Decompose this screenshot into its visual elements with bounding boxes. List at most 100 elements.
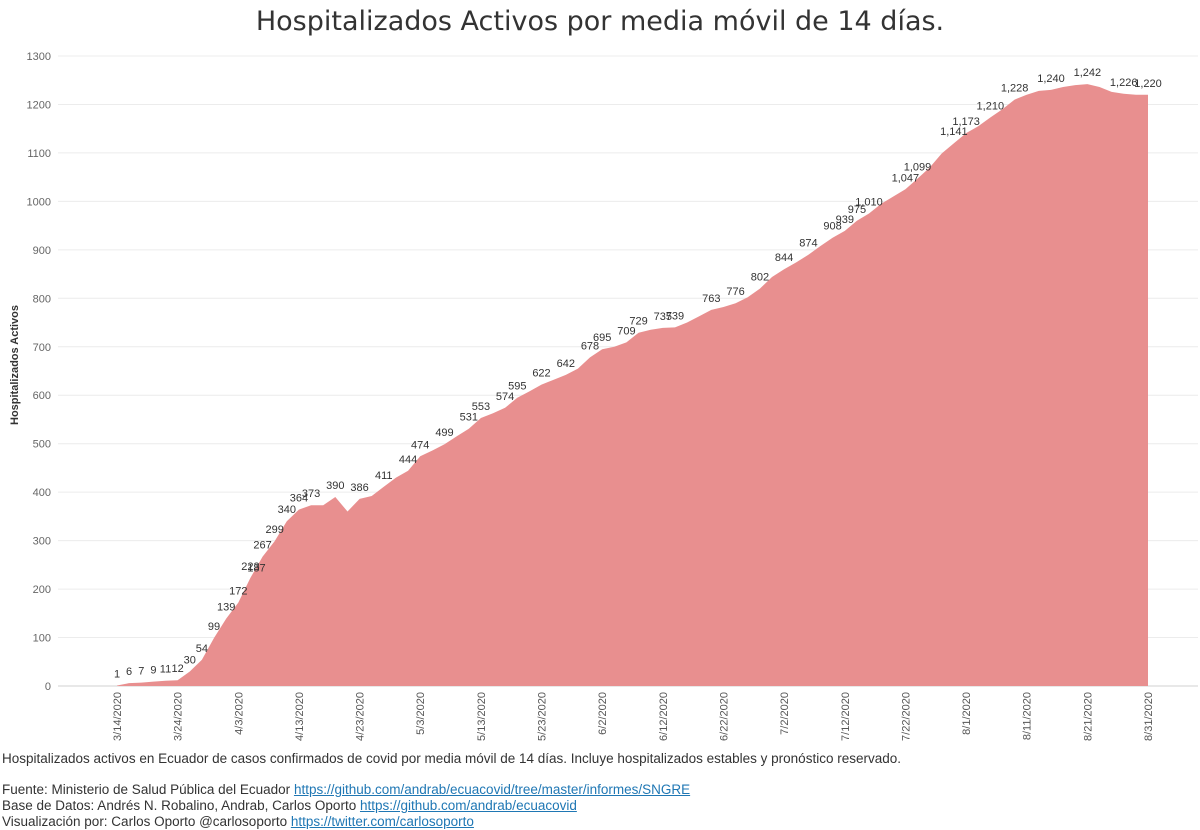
database-line: Base de Datos: Andrés N. Robalino, Andra… [2,798,577,813]
data-label: 411 [375,470,393,482]
data-label: 30 [184,655,196,667]
x-tick-label: 4/13/2020 [294,692,306,741]
y-tick-label: 500 [33,439,51,451]
data-label: 364 [290,493,308,505]
x-tick-label: 5/13/2020 [476,692,488,741]
data-label: 622 [532,368,550,380]
y-tick-label: 600 [33,390,51,402]
x-tick-label: 8/31/2020 [1143,692,1155,741]
y-tick-label: 300 [33,536,51,548]
data-label: 172 [229,586,247,598]
data-label: 595 [508,381,526,393]
data-label: 1,141 [940,126,968,138]
data-label: 9 [150,665,156,677]
x-tick-label: 5/23/2020 [537,692,549,741]
data-label: 6 [126,666,132,678]
y-tick-label: 0 [45,681,51,693]
x-tick-label: 6/22/2020 [719,692,731,741]
x-tick-label: 4/3/2020 [233,692,245,735]
data-label: 139 [217,602,235,614]
data-label: 739 [666,310,684,322]
data-label: 939 [836,214,854,226]
data-label: 1,173 [952,116,980,128]
data-label: 444 [399,454,417,466]
y-tick-label: 700 [33,342,51,354]
data-label: 729 [629,316,647,328]
data-label: 54 [196,643,208,655]
data-label: 390 [326,480,344,492]
data-label: 499 [435,427,453,439]
data-label: 642 [557,358,575,370]
data-label: 267 [253,540,271,552]
data-label: 908 [823,221,841,233]
data-label: 1 [114,669,120,681]
data-label: 695 [593,332,611,344]
source-label: Fuente: Ministerio de Salud Pública del … [2,782,291,797]
data-label: 373 [302,488,320,500]
data-label: 844 [775,252,793,264]
y-tick-label: 200 [33,584,51,596]
data-label: 1,228 [1001,83,1029,95]
y-axis: 0 100 200 300 400 500 600 700 800 900 1000 1100 1200… [27,51,51,693]
x-tick-label: 5/3/2020 [415,692,427,735]
data-label: 678 [581,340,599,352]
data-label: 531 [460,412,478,424]
data-label: 776 [726,286,744,298]
data-label: 474 [411,439,429,451]
data-label: 223 [241,561,259,573]
x-axis: 3/14/2020 3/24/2020 4/3/2020 4/13/2020 4/23/… [112,692,1155,741]
x-tick-label: 8/21/2020 [1082,692,1094,741]
data-label: 1,047 [892,172,920,184]
y-tick-label: 400 [33,487,51,499]
chart-title: Hospitalizados Activos por media móvil d… [255,6,945,37]
area-series [117,84,1148,687]
data-label: 1,099 [904,162,932,174]
data-label: 340 [278,504,296,516]
data-label: 187 [247,562,265,574]
y-tick-label: 800 [33,293,51,305]
visualization-link[interactable]: https://twitter.com/carlosoporto [290,814,474,829]
data-label: 12 [171,663,183,675]
x-tick-label: 3/24/2020 [173,692,185,741]
x-tick-label: 6/12/2020 [658,692,670,741]
x-tick-label: 7/22/2020 [900,692,912,741]
x-tick-label: 3/14/2020 [112,692,124,741]
data-label: 1,226 [1110,77,1138,89]
data-label: 975 [848,204,866,216]
data-label: 874 [799,238,817,250]
y-tick-label: 1000 [27,196,51,208]
chart: 0 100 200 300 400 500 600 700 800 900 1000 1100 1200… [9,51,1198,741]
data-label: 99 [208,621,220,633]
source-link[interactable]: https://github.com/andrab/ecuacovid/tree… [293,782,691,797]
visualization-line: Visualización por: Carlos Oporto @carlos… [2,814,474,829]
data-label: 1,220 [1134,78,1162,90]
y-tick-label: 1100 [27,148,51,160]
source-line: Fuente: Ministerio de Salud Pública del … [2,782,690,797]
data-label: 11 [160,664,171,676]
data-label: 386 [350,482,368,494]
x-tick-label: 8/1/2020 [961,692,973,735]
database-link[interactable]: https://github.com/andrab/ecuacovid [359,798,577,813]
database-label: Base de Datos: Andrés N. Robalino, Andra… [2,798,357,813]
x-tick-label: 4/23/2020 [355,692,367,741]
y-tick-label: 1200 [27,99,51,111]
x-tick-label: 7/12/2020 [840,692,852,741]
data-label: 7 [138,666,144,678]
data-label: 709 [617,325,635,337]
y-tick-label: 1300 [27,51,51,63]
chart-description: Hospitalizados activos en Ecuador de cas… [2,751,901,766]
x-tick-label: 8/11/2020 [1022,692,1034,740]
data-label: 574 [496,391,514,403]
data-label: 735 [654,311,672,323]
data-label: 1,240 [1037,73,1065,85]
x-tick-label: 6/2/2020 [597,692,609,735]
data-label: 802 [751,272,769,284]
data-label: 553 [472,401,490,413]
y-axis-label: Hospitalizados Activos [9,305,21,425]
y-tick-label: 900 [33,245,51,257]
data-label: 1,242 [1074,67,1102,79]
data-label: 763 [702,293,720,305]
data-label: 1,010 [855,197,883,209]
data-label: 299 [266,524,284,536]
